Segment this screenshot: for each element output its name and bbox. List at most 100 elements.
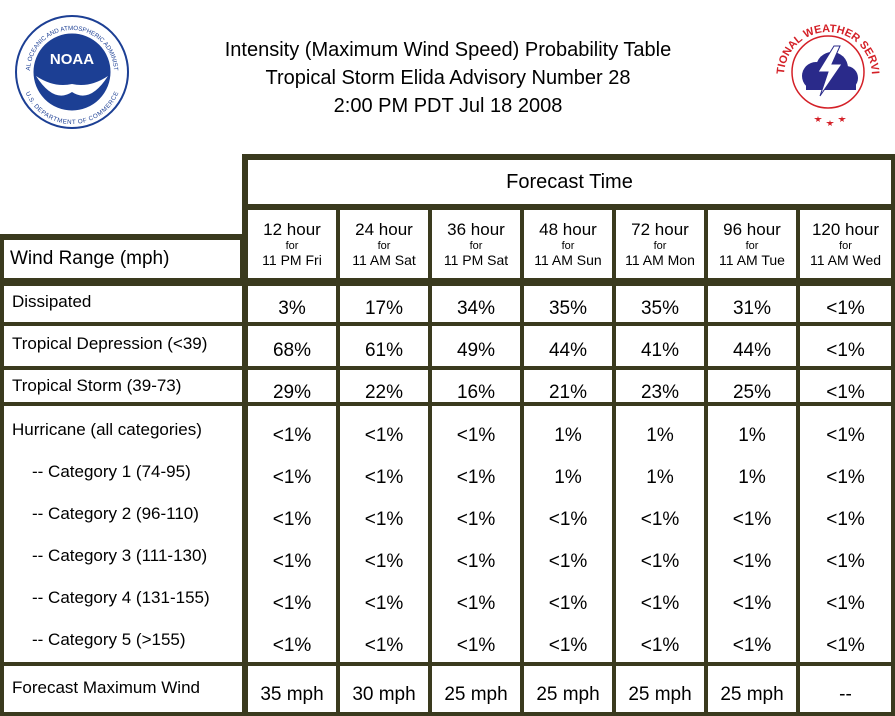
table-cell-value: 25% [732,382,772,403]
column-header-when: 11 AM Tue [719,252,785,268]
column-header-for: for [469,240,483,252]
table-cell-value: 17% [364,298,404,319]
value-cell [524,326,612,366]
column-header-hours: 96 hour [723,220,781,239]
table-cell-value: <1% [548,593,588,614]
table-cell-value: <1% [272,467,312,488]
value-cell [708,406,796,662]
column-header-hours: 12 hour [263,220,321,239]
table-cell-value: <1% [640,551,680,572]
table-cell-value: 22% [364,382,404,403]
column-header: 96 hour for 11 AM Tue [708,210,796,278]
table-cell-value: 49% [456,340,496,361]
column-header-when: 11 AM Mon [625,252,695,268]
table-cell-value: <1% [272,509,312,530]
value-cell [708,370,796,402]
table-cell-value: <1% [456,635,496,656]
table-cell-value: <1% [364,425,404,446]
row-label-cell [4,406,242,662]
table-cell-value: 41% [640,340,680,361]
column-header-hours: 120 hour [811,220,880,239]
row-label: -- Category 2 (96-110) [32,504,199,523]
row-label: -- Category 3 (111-130) [32,546,208,565]
noaa-logo-icon: NATIONAL OCEANIC AND ATMOSPHERIC ADMINIS… [14,14,129,129]
table-cell-value: <1% [732,593,772,614]
table-cell-value: <1% [640,593,680,614]
value-cell [248,666,336,712]
value-cell [708,286,796,322]
table-cell-value: 1% [646,425,674,446]
table-cell-value: <1% [826,551,865,572]
value-cell [708,326,796,366]
table-cell-value: 25 mph [536,684,600,705]
table-cell-value: 29% [272,382,312,403]
row-label-cell [4,326,242,366]
table-cell-value: <1% [456,467,496,488]
column-header-for: for [745,240,759,252]
table-cell-value: <1% [826,340,865,361]
row-label: Dissipated [12,292,92,311]
column-header: 48 hour for 11 AM Sun [524,210,612,278]
table-cell-value: 1% [646,467,674,488]
row-label-cell [4,370,242,402]
row-label: Tropical Depression (<39) [12,334,208,353]
column-header-for: for [377,240,391,252]
table-cell-value: <1% [640,509,680,530]
forecast-time-header: Forecast Time [248,160,891,204]
column-header: 120 hour for 11 AM Wed [800,210,891,278]
column-header-hours: 24 hour [355,220,413,239]
table-cell-value: 35% [640,298,680,319]
title-line-2: Tropical Storm Elida Advisory Number 28 [265,67,631,89]
row-label: Hurricane (all categories) [12,420,202,439]
table-cell-value: <1% [364,551,404,572]
column-header: 12 hour for 11 PM Fri [248,210,336,278]
table-cell-value: <1% [732,509,772,530]
row-label-cell [4,286,242,322]
table-cell-value: 25 mph [720,684,784,705]
table-cell-value: <1% [826,593,865,614]
table-cell-value: <1% [364,635,404,656]
column-header: 36 hour for 11 PM Sat [432,210,520,278]
row-label-cell [4,666,242,712]
table-cell-value: -- [839,684,852,705]
value-cell [616,406,704,662]
table-cell-value: 68% [272,340,312,361]
table-cell-value: <1% [826,467,865,488]
column-header-hours: 36 hour [447,220,505,239]
table-cell-value: 1% [738,425,766,446]
column-header: 72 hour for 11 AM Mon [616,210,704,278]
table-cell-value: <1% [272,425,312,446]
table-cell-value: 30 mph [352,684,416,705]
value-cell [432,286,520,322]
value-cell [524,370,612,402]
table-cell-value: 44% [732,340,772,361]
table-cell-value: <1% [548,551,588,572]
value-cell [340,406,428,662]
value-cell [708,666,796,712]
row-label: -- Category 1 (74-95) [32,462,191,481]
value-cell [800,406,891,662]
value-cell [800,286,891,322]
value-cell [524,406,612,662]
table-cell-value: 3% [278,298,306,319]
value-cell [616,666,704,712]
table-blank-corner [0,206,242,234]
row-label: Forecast Maximum Wind [12,678,200,697]
table-cell-value: <1% [272,593,312,614]
value-cell [340,326,428,366]
value-cell [248,406,336,662]
column-header-when: 11 AM Sun [534,252,602,268]
row-label: -- Category 4 (131-155) [32,588,210,607]
table-cell-value: <1% [456,551,496,572]
value-cell [800,326,891,366]
table-cell-value: <1% [548,509,588,530]
table-cell-value: <1% [826,298,865,319]
table-cell-value: 61% [364,340,404,361]
table-cell-value: <1% [364,467,404,488]
value-cell [340,286,428,322]
value-cell [432,406,520,662]
row-label: Tropical Storm (39-73) [12,376,182,395]
value-cell [432,326,520,366]
column-header-for: for [653,240,667,252]
table-cell-value: <1% [640,635,680,656]
